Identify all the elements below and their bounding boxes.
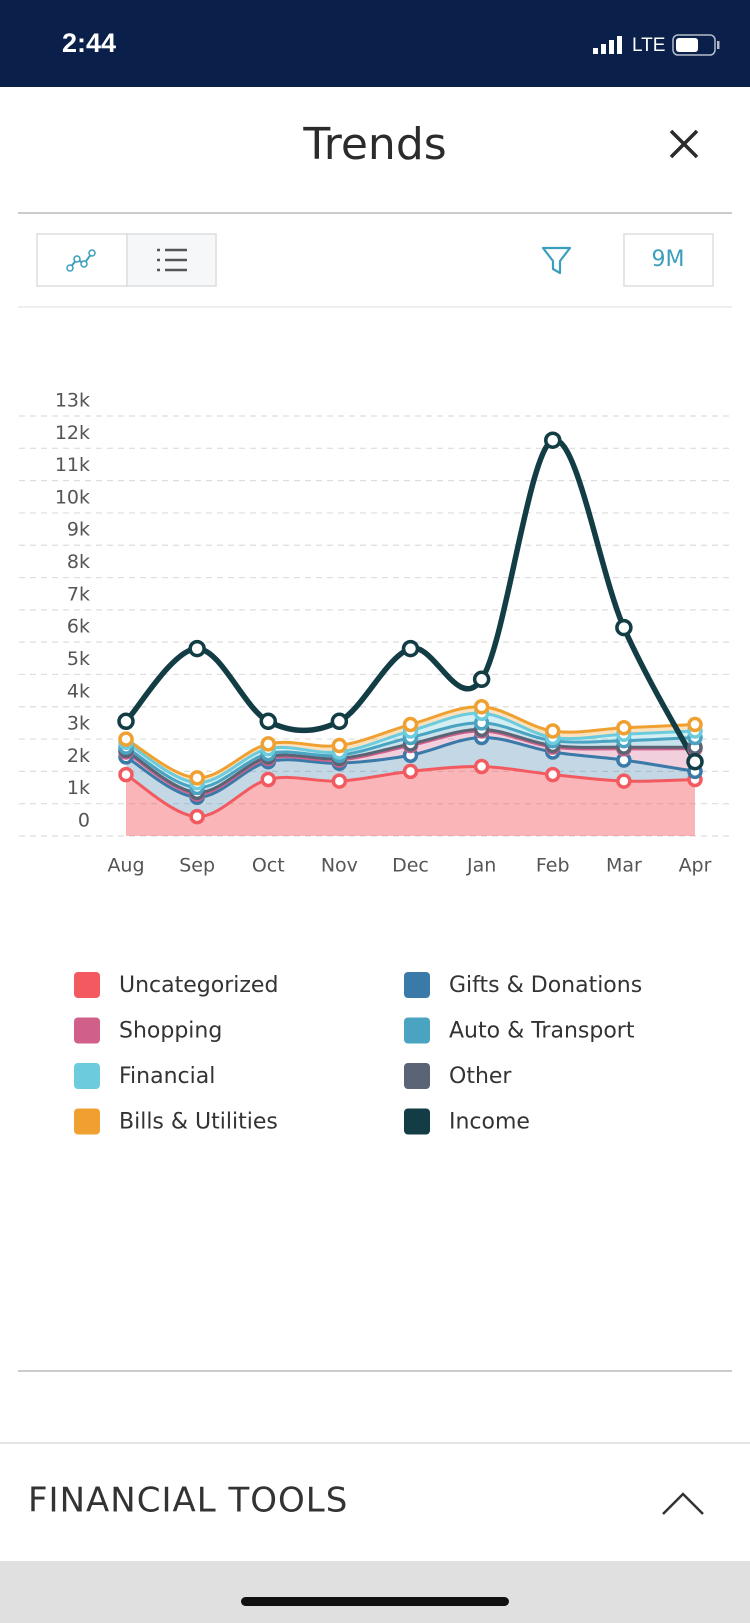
legend-swatch bbox=[404, 1063, 430, 1089]
tools-panel[interactable] bbox=[0, 1443, 750, 1561]
legend-label: Other bbox=[449, 1064, 512, 1089]
list-view-button[interactable] bbox=[126, 233, 217, 287]
page-title: Trends bbox=[302, 119, 446, 170]
x-tick-label: Sep bbox=[179, 855, 215, 877]
data-point bbox=[117, 712, 135, 731]
data-point bbox=[189, 770, 205, 786]
legend-swatch bbox=[404, 972, 430, 998]
x-tick-label: Aug bbox=[107, 855, 144, 877]
legend-label: Auto & Transport bbox=[449, 1019, 635, 1044]
data-point bbox=[260, 736, 276, 752]
legend-label: Shopping bbox=[119, 1019, 222, 1044]
legend-swatch bbox=[74, 1108, 100, 1135]
legend-swatch bbox=[74, 1063, 100, 1089]
x-tick-label: Apr bbox=[679, 855, 712, 877]
data-point bbox=[401, 639, 420, 658]
data-point bbox=[472, 670, 491, 689]
data-point bbox=[331, 737, 348, 754]
legend-label: Financial bbox=[119, 1064, 215, 1089]
x-tick-label: Feb bbox=[536, 855, 570, 877]
data-point bbox=[687, 716, 703, 733]
x-tick-label: Oct bbox=[252, 855, 285, 877]
data-point bbox=[259, 712, 277, 731]
legend-label: Bills & Utilities bbox=[119, 1110, 278, 1135]
range-label: 9M bbox=[652, 247, 685, 272]
data-point bbox=[473, 699, 490, 715]
close-button[interactable] bbox=[669, 129, 699, 159]
data-point bbox=[686, 752, 704, 771]
data-point bbox=[330, 712, 349, 731]
legend-label: Gifts & Donations bbox=[449, 973, 642, 998]
data-point bbox=[615, 618, 633, 637]
legend-swatch bbox=[404, 1017, 430, 1044]
status-time: 2:44 bbox=[62, 28, 116, 58]
chart: 0 1k 2k 3k 4k 5k 6k 7k 8k 9k 10k 11k 12k 13k Aug Sep Oct… bbox=[19, 390, 732, 1135]
income-line bbox=[123, 437, 698, 763]
data-point bbox=[260, 771, 276, 788]
y-tick-label: 5k bbox=[67, 648, 90, 670]
range-button[interactable] bbox=[623, 233, 714, 287]
status-bar bbox=[0, 0, 750, 87]
legend-label: Uncategorized bbox=[119, 973, 278, 998]
y-tick-label: 11k bbox=[55, 454, 90, 476]
signal-icon bbox=[593, 36, 622, 54]
y-tick-label: 8k bbox=[67, 551, 90, 573]
y-tick-label: 6k bbox=[67, 616, 90, 638]
y-tick-label: 12k bbox=[55, 422, 90, 444]
y-tick-label: 4k bbox=[67, 680, 90, 702]
expand-icon[interactable] bbox=[662, 1492, 704, 1515]
data-point bbox=[545, 766, 561, 783]
data-point bbox=[473, 758, 490, 775]
y-tick-label: 0 bbox=[78, 810, 90, 832]
legend-swatch bbox=[74, 1017, 100, 1044]
x-tick-label: Dec bbox=[392, 855, 429, 877]
y-tick-label: 1k bbox=[67, 777, 90, 799]
data-point bbox=[118, 731, 134, 747]
y-tick-label: 7k bbox=[67, 583, 90, 605]
home-bar bbox=[0, 1561, 750, 1623]
data-point bbox=[545, 723, 561, 739]
x-tick-label: Jan bbox=[466, 855, 496, 877]
data-point bbox=[544, 431, 562, 449]
chart-view-button[interactable] bbox=[36, 233, 128, 287]
tools-title: FINANCIAL TOOLS bbox=[28, 1481, 348, 1521]
y-tick-label: 13k bbox=[55, 390, 90, 412]
y-tick-label: 10k bbox=[55, 486, 90, 508]
home-indicator bbox=[241, 1597, 509, 1606]
status-network: LTE bbox=[632, 35, 665, 56]
x-tick-label: Mar bbox=[606, 855, 642, 877]
data-point bbox=[402, 763, 419, 780]
y-tick-label: 3k bbox=[67, 713, 90, 735]
legend-swatch bbox=[74, 972, 100, 998]
legend-label: Income bbox=[449, 1110, 530, 1135]
data-point bbox=[118, 766, 134, 783]
data-point bbox=[616, 720, 632, 736]
battery-icon bbox=[672, 34, 720, 56]
filter-button[interactable] bbox=[541, 246, 572, 275]
data-point bbox=[331, 773, 348, 789]
data-point bbox=[189, 808, 205, 825]
legend-swatch bbox=[404, 1108, 430, 1135]
data-point bbox=[616, 773, 632, 789]
data-point bbox=[188, 639, 206, 658]
data-point bbox=[402, 716, 419, 733]
y-tick-label: 9k bbox=[67, 519, 90, 541]
x-tick-label: Nov bbox=[321, 855, 358, 877]
y-tick-label: 2k bbox=[67, 745, 90, 767]
